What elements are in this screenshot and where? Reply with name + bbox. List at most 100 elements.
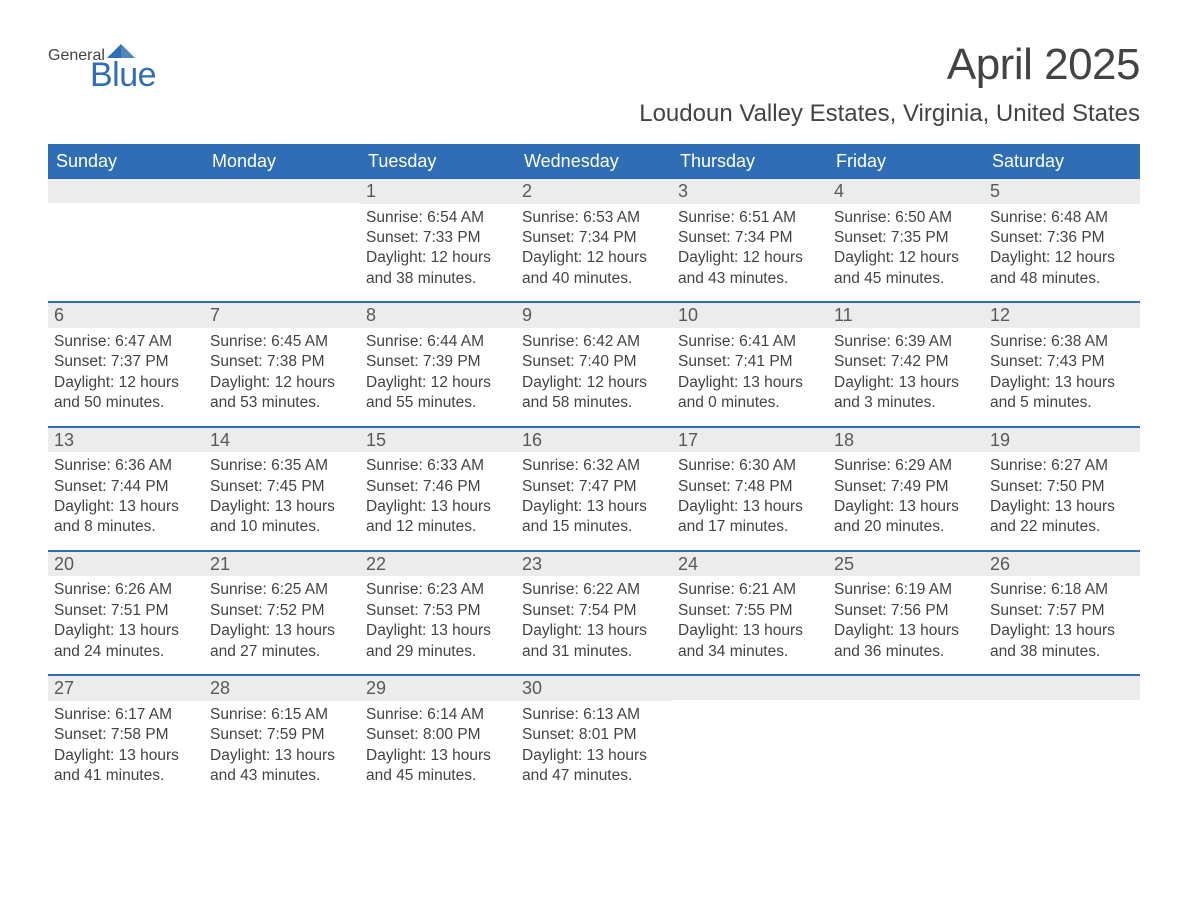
- sunset-text: Sunset: 7:49 PM: [834, 477, 978, 497]
- day-cell: 18Sunrise: 6:29 AMSunset: 7:49 PMDayligh…: [828, 428, 984, 538]
- dow-friday: Friday: [828, 144, 984, 179]
- sunset-text: Sunset: 7:57 PM: [990, 601, 1134, 621]
- day-cell: 1Sunrise: 6:54 AMSunset: 7:33 PMDaylight…: [360, 179, 516, 289]
- day-of-week-header: Sunday Monday Tuesday Wednesday Thursday…: [48, 144, 1140, 179]
- daylight-line2: and 34 minutes.: [678, 642, 822, 662]
- daylight-line2: and 43 minutes.: [678, 269, 822, 289]
- sunrise-text: Sunrise: 6:51 AM: [678, 208, 822, 228]
- date-number: 22: [360, 552, 516, 577]
- daylight-line2: and 31 minutes.: [522, 642, 666, 662]
- day-body: Sunrise: 6:26 AMSunset: 7:51 PMDaylight:…: [48, 576, 204, 662]
- weeks-container: 1Sunrise: 6:54 AMSunset: 7:33 PMDaylight…: [48, 179, 1140, 787]
- day-cell: 10Sunrise: 6:41 AMSunset: 7:41 PMDayligh…: [672, 303, 828, 413]
- daylight-line1: Daylight: 13 hours: [522, 621, 666, 641]
- day-cell: 30Sunrise: 6:13 AMSunset: 8:01 PMDayligh…: [516, 676, 672, 786]
- day-body: Sunrise: 6:14 AMSunset: 8:00 PMDaylight:…: [360, 701, 516, 787]
- day-body: Sunrise: 6:27 AMSunset: 7:50 PMDaylight:…: [984, 452, 1140, 538]
- date-number: 27: [48, 676, 204, 701]
- daylight-line1: Daylight: 13 hours: [990, 497, 1134, 517]
- daylight-line1: Daylight: 13 hours: [54, 746, 198, 766]
- sunset-text: Sunset: 7:50 PM: [990, 477, 1134, 497]
- date-number: 5: [984, 179, 1140, 204]
- sunset-text: Sunset: 8:01 PM: [522, 725, 666, 745]
- daylight-line2: and 47 minutes.: [522, 766, 666, 786]
- sunset-text: Sunset: 7:46 PM: [366, 477, 510, 497]
- sunset-text: Sunset: 7:41 PM: [678, 352, 822, 372]
- date-number: 2: [516, 179, 672, 204]
- sunrise-text: Sunrise: 6:33 AM: [366, 456, 510, 476]
- daylight-line1: Daylight: 13 hours: [678, 621, 822, 641]
- daylight-line1: Daylight: 13 hours: [210, 497, 354, 517]
- daylight-line1: Daylight: 13 hours: [522, 497, 666, 517]
- sunrise-text: Sunrise: 6:27 AM: [990, 456, 1134, 476]
- date-number: 7: [204, 303, 360, 328]
- day-cell: [204, 179, 360, 289]
- sunset-text: Sunset: 7:38 PM: [210, 352, 354, 372]
- daylight-line2: and 27 minutes.: [210, 642, 354, 662]
- sunset-text: Sunset: 7:58 PM: [54, 725, 198, 745]
- day-body: Sunrise: 6:32 AMSunset: 7:47 PMDaylight:…: [516, 452, 672, 538]
- daylight-line1: Daylight: 12 hours: [522, 248, 666, 268]
- sunrise-text: Sunrise: 6:23 AM: [366, 580, 510, 600]
- date-number: [204, 179, 360, 203]
- date-number: 3: [672, 179, 828, 204]
- sunset-text: Sunset: 7:47 PM: [522, 477, 666, 497]
- daylight-line2: and 48 minutes.: [990, 269, 1134, 289]
- sunrise-text: Sunrise: 6:14 AM: [366, 705, 510, 725]
- daylight-line1: Daylight: 13 hours: [210, 621, 354, 641]
- sunset-text: Sunset: 7:40 PM: [522, 352, 666, 372]
- calendar: Sunday Monday Tuesday Wednesday Thursday…: [48, 144, 1140, 787]
- month-title: April 2025: [639, 40, 1140, 90]
- dow-saturday: Saturday: [984, 144, 1140, 179]
- daylight-line2: and 29 minutes.: [366, 642, 510, 662]
- dow-tuesday: Tuesday: [360, 144, 516, 179]
- day-cell: 23Sunrise: 6:22 AMSunset: 7:54 PMDayligh…: [516, 552, 672, 662]
- date-number: 9: [516, 303, 672, 328]
- sunset-text: Sunset: 7:35 PM: [834, 228, 978, 248]
- sunset-text: Sunset: 7:36 PM: [990, 228, 1134, 248]
- daylight-line2: and 38 minutes.: [990, 642, 1134, 662]
- daylight-line1: Daylight: 13 hours: [54, 621, 198, 641]
- header: General Blue April 2025 Loudoun Valley E…: [48, 40, 1140, 140]
- sunrise-text: Sunrise: 6:50 AM: [834, 208, 978, 228]
- day-body: Sunrise: 6:54 AMSunset: 7:33 PMDaylight:…: [360, 204, 516, 290]
- day-cell: 19Sunrise: 6:27 AMSunset: 7:50 PMDayligh…: [984, 428, 1140, 538]
- day-cell: 20Sunrise: 6:26 AMSunset: 7:51 PMDayligh…: [48, 552, 204, 662]
- day-body: Sunrise: 6:22 AMSunset: 7:54 PMDaylight:…: [516, 576, 672, 662]
- daylight-line1: Daylight: 12 hours: [834, 248, 978, 268]
- sunrise-text: Sunrise: 6:13 AM: [522, 705, 666, 725]
- day-cell: [48, 179, 204, 289]
- day-cell: 6Sunrise: 6:47 AMSunset: 7:37 PMDaylight…: [48, 303, 204, 413]
- day-cell: 5 Sunrise: 6:48 AMSunset: 7:36 PMDaylight…: [984, 179, 1140, 289]
- sunrise-text: Sunrise: 6:53 AM: [522, 208, 666, 228]
- daylight-line2: and 43 minutes.: [210, 766, 354, 786]
- day-body: Sunrise: 6:19 AMSunset: 7:56 PMDaylight:…: [828, 576, 984, 662]
- daylight-line1: Daylight: 12 hours: [990, 248, 1134, 268]
- date-number: 30: [516, 676, 672, 701]
- date-number: [672, 676, 828, 700]
- sunrise-text: Sunrise: 6:19 AM: [834, 580, 978, 600]
- sunset-text: Sunset: 7:34 PM: [678, 228, 822, 248]
- daylight-line2: and 58 minutes.: [522, 393, 666, 413]
- sunrise-text: Sunrise: 6:48 AM: [990, 208, 1134, 228]
- day-cell: 7Sunrise: 6:45 AMSunset: 7:38 PMDaylight…: [204, 303, 360, 413]
- sunrise-text: Sunrise: 6:32 AM: [522, 456, 666, 476]
- day-body: Sunrise: 6:47 AMSunset: 7:37 PMDaylight:…: [48, 328, 204, 414]
- sunrise-text: Sunrise: 6:30 AM: [678, 456, 822, 476]
- sunrise-text: Sunrise: 6:17 AM: [54, 705, 198, 725]
- date-number: 23: [516, 552, 672, 577]
- sunset-text: Sunset: 7:44 PM: [54, 477, 198, 497]
- day-body: Sunrise: 6:50 AMSunset: 7:35 PMDaylight:…: [828, 204, 984, 290]
- date-number: 1: [360, 179, 516, 204]
- date-number: 16: [516, 428, 672, 453]
- day-body: Sunrise: 6:45 AMSunset: 7:38 PMDaylight:…: [204, 328, 360, 414]
- day-cell: 13Sunrise: 6:36 AMSunset: 7:44 PMDayligh…: [48, 428, 204, 538]
- dow-thursday: Thursday: [672, 144, 828, 179]
- daylight-line1: Daylight: 12 hours: [210, 373, 354, 393]
- daylight-line1: Daylight: 13 hours: [834, 497, 978, 517]
- sunrise-text: Sunrise: 6:15 AM: [210, 705, 354, 725]
- sunrise-text: Sunrise: 6:54 AM: [366, 208, 510, 228]
- daylight-line2: and 0 minutes.: [678, 393, 822, 413]
- day-cell: [828, 676, 984, 786]
- daylight-line1: Daylight: 12 hours: [678, 248, 822, 268]
